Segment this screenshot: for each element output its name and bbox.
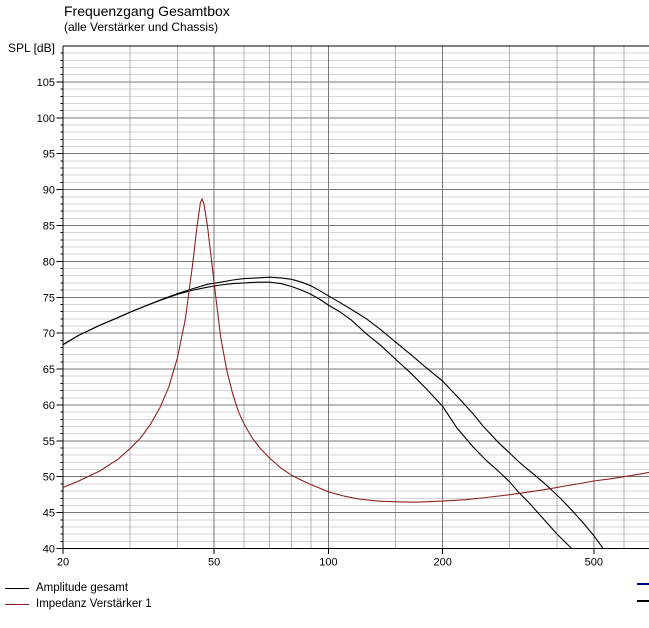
legend-line-swatch xyxy=(5,603,29,605)
legend-item-label: Amplitude gesamt xyxy=(36,582,129,594)
edge-mark-line xyxy=(637,583,649,585)
x-tick-label: 50 xyxy=(208,557,220,569)
x-axis-ticks xyxy=(62,548,595,554)
legend-line-swatch xyxy=(5,587,29,589)
y-tick-label: 55 xyxy=(43,436,55,448)
amplitude-curve-2 xyxy=(62,281,649,550)
x-tick-label: 200 xyxy=(434,557,452,569)
y-tick-label: 100 xyxy=(37,113,55,125)
y-tick-label: 90 xyxy=(43,185,55,197)
y-tick-label: 95 xyxy=(43,149,55,161)
y-tick-label: 60 xyxy=(43,400,55,412)
y-tick-label: 65 xyxy=(43,364,55,376)
edge-mark-line xyxy=(637,600,649,602)
y-tick-label: 40 xyxy=(43,544,55,556)
impedance-curve xyxy=(62,197,649,503)
amplitude-curve-1 xyxy=(62,276,649,550)
y-tick-label: 105 xyxy=(37,77,55,89)
y-tick-label: 45 xyxy=(43,508,55,520)
y-tick-label: 80 xyxy=(43,256,55,268)
grid-minor xyxy=(63,46,649,549)
x-tick-label: 500 xyxy=(585,557,603,569)
legend-item: Impedanz Verstärker 1 xyxy=(5,596,305,612)
x-tick-labels: 20 50 100 200 500 xyxy=(57,557,603,569)
chart-legend: Amplitude gesamt Impedanz Verstärker 1 xyxy=(5,580,305,612)
y-tick-labels: 105 100 95 90 85 80 75 70 65 60 55 50 45 40 xyxy=(37,77,55,556)
x-tick-label: 100 xyxy=(319,557,337,569)
chart-subtitle: (alle Verstärker und Chassis) xyxy=(64,20,219,34)
y-tick-label: 85 xyxy=(43,220,55,232)
y-tick-label: 70 xyxy=(43,328,55,340)
y-tick-label: 50 xyxy=(43,472,55,484)
y-tick-label: 75 xyxy=(43,292,55,304)
amplitude-curve-1 xyxy=(62,276,649,550)
chart-title: Frequenzgang Gesamtbox xyxy=(64,3,230,19)
amplitude-curve-2 xyxy=(62,281,649,550)
grid-major xyxy=(63,46,649,549)
y-axis-ticks xyxy=(56,52,63,549)
x-tick-label: 20 xyxy=(57,557,69,569)
impedance-curve xyxy=(62,197,649,503)
legend-item: Amplitude gesamt xyxy=(5,580,305,596)
legend-item-label: Impedanz Verstärker 1 xyxy=(36,598,152,610)
y-axis-label: SPL [dB] xyxy=(8,41,55,55)
